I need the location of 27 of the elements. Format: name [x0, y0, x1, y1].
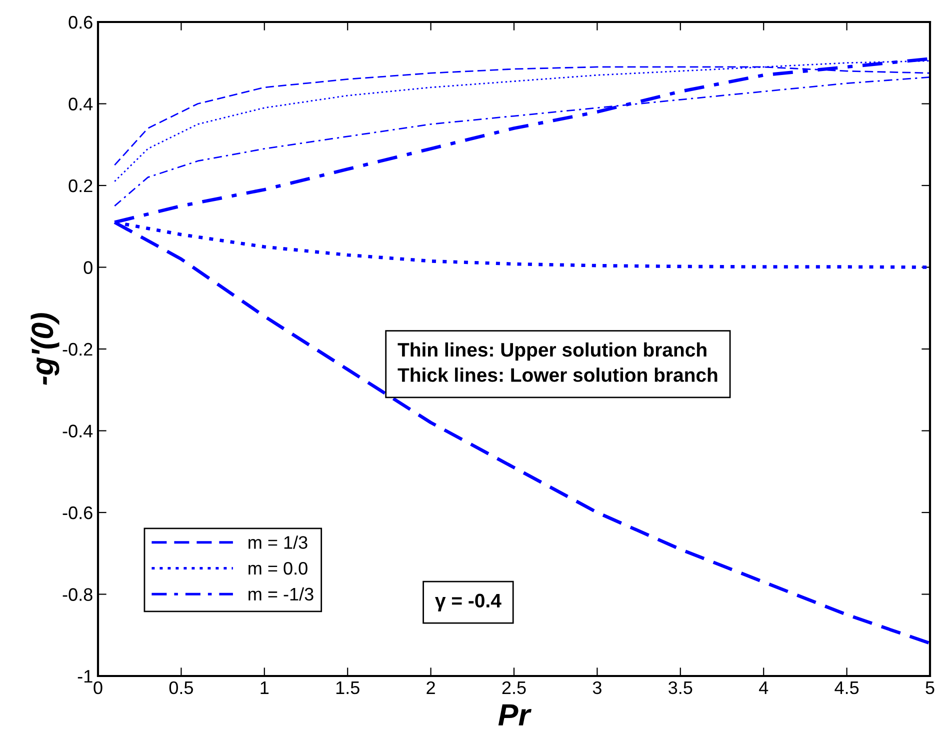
y-tick-label: -0.6 — [62, 506, 92, 520]
x-tick-label: 0 — [94, 681, 102, 694]
x-tick-label: 4.5 — [834, 682, 859, 694]
annotation: Thin lines: Upper solution branch Thick lines: Lower solution branch — [398, 342, 718, 382]
legend-label: m = -1/3 — [248, 587, 314, 601]
y-tick-label: -0.4 — [62, 424, 93, 438]
y-tick-label: -1 — [78, 670, 92, 683]
x-tick-label: 2.5 — [502, 681, 526, 694]
annotation: γ = -0.4 — [435, 594, 502, 612]
y-axis-title: -g'(0) — [30, 313, 60, 385]
x-tick-label: 2 — [426, 681, 435, 694]
x-tick-label: 1 — [260, 682, 269, 694]
y-tick-label: 0.4 — [68, 98, 93, 110]
x-tick-label: 1.5 — [336, 682, 360, 694]
x-tick-label: 0.5 — [169, 681, 193, 694]
legend-label: m = 1/3 — [248, 536, 308, 549]
y-tick-label: 0 — [84, 261, 92, 274]
x-axis-title: Pr — [498, 704, 532, 726]
legend-label: m = 0.0 — [248, 562, 308, 575]
x-tick-label: 4 — [758, 682, 768, 694]
x-tick-label: 3.5 — [668, 681, 692, 694]
y-tick-label: -0.2 — [62, 342, 92, 356]
y-tick-label: -0.8 — [62, 588, 92, 601]
x-tick-label: 5 — [926, 682, 934, 694]
y-tick-label: 0.2 — [68, 179, 92, 192]
x-tick-label: 3 — [592, 681, 602, 694]
y-tick-label: 0.6 — [68, 16, 92, 29]
